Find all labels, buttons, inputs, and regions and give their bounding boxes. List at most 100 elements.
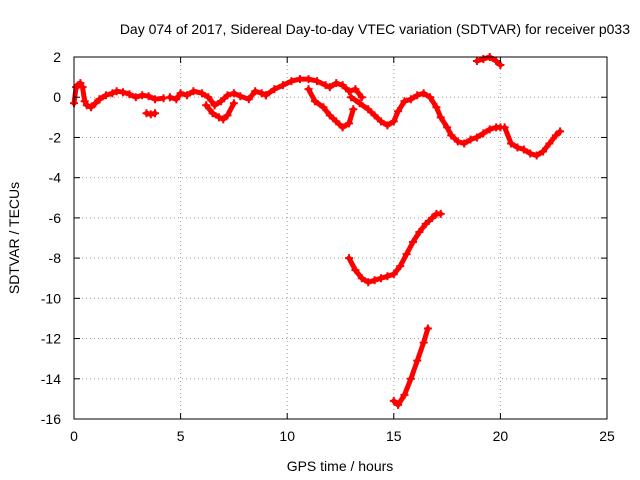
data-point [95, 95, 104, 104]
data-point [419, 89, 428, 98]
data-point [453, 137, 462, 146]
data-point [236, 92, 245, 101]
data-point [402, 250, 411, 259]
data-point [131, 93, 140, 102]
data-point [295, 75, 304, 84]
data-point [443, 123, 452, 132]
data-point [347, 93, 356, 102]
data-point [413, 356, 422, 365]
data-point [244, 95, 253, 104]
data-point [551, 131, 560, 140]
data-point [370, 276, 379, 285]
data-point [325, 111, 334, 120]
data-point [432, 103, 441, 112]
data-point [325, 83, 334, 92]
data-point [229, 99, 238, 108]
x-tick-label: 20 [493, 428, 509, 444]
data-point [406, 95, 415, 104]
data-point [357, 93, 366, 102]
data-point [108, 89, 117, 98]
data-point [421, 219, 430, 228]
data-point [532, 151, 541, 160]
data-point [351, 85, 360, 94]
data-point [197, 89, 206, 98]
data-point [492, 57, 501, 66]
data-point [400, 390, 409, 399]
data-point [396, 262, 405, 271]
data-point [370, 111, 379, 120]
data-point [204, 93, 213, 102]
y-tick-label: -6 [49, 210, 62, 226]
data-point [466, 135, 475, 144]
chart-title: Day 074 of 2017, Sidereal Day-to-day VTE… [120, 21, 630, 37]
data-point [217, 97, 226, 106]
data-point [125, 90, 134, 99]
ticks [73, 56, 608, 420]
data-point [210, 101, 219, 110]
data-point [202, 101, 211, 110]
data-point [87, 103, 96, 112]
data-point [389, 396, 398, 405]
data-point [82, 101, 91, 110]
data-point [112, 87, 121, 96]
plot-frame [73, 56, 608, 420]
data-point [519, 145, 528, 154]
data-point [460, 139, 469, 148]
data-point [144, 92, 153, 101]
data-point [310, 97, 319, 106]
y-tick-label: -14 [41, 371, 61, 387]
data-point [257, 89, 266, 98]
data-point [485, 125, 494, 134]
data-point [419, 338, 428, 347]
data-point [319, 103, 328, 112]
x-tick-label: 15 [386, 428, 402, 444]
data-point [80, 97, 89, 106]
y-tick-label: -12 [41, 331, 61, 347]
data-point [545, 139, 554, 148]
y-tick-label: 0 [53, 89, 61, 105]
data-point [172, 95, 181, 104]
data-point [304, 85, 313, 94]
y-tick-label: -8 [49, 250, 62, 266]
data-point [219, 115, 228, 124]
data-point [313, 77, 322, 86]
data-point [413, 91, 422, 100]
data-point [287, 77, 296, 86]
data-point [377, 274, 386, 283]
data-point [345, 87, 354, 96]
data-point [364, 278, 373, 287]
data-point [389, 117, 398, 126]
data-point [426, 93, 435, 102]
data-point [400, 97, 409, 106]
data-point [377, 117, 386, 126]
data-point [394, 107, 403, 116]
data-point [321, 81, 330, 90]
data-point [383, 121, 392, 130]
data-point [415, 227, 424, 236]
data-point [364, 105, 373, 114]
tick-labels: 0 5 10 15 20 25 -16 -14 -12 -10 -8 -6 -4 -2 0 2 [41, 49, 615, 444]
data-point [389, 270, 398, 279]
data-point [151, 95, 160, 104]
data-point [76, 79, 85, 88]
data-point [332, 117, 341, 126]
data-point [78, 83, 87, 92]
data-point [472, 57, 481, 66]
data-point [251, 87, 260, 96]
data-point [119, 88, 128, 97]
data-point [151, 109, 160, 118]
data-point [182, 91, 191, 100]
data-point [146, 110, 155, 119]
data-point [176, 89, 185, 98]
data-point [447, 131, 456, 140]
data-point [526, 149, 535, 158]
data-point [436, 209, 445, 218]
data-point [349, 105, 358, 114]
data-point [223, 111, 232, 120]
y-tick-label: -2 [49, 129, 62, 145]
series-lower-curve [346, 211, 444, 285]
data-point [357, 274, 366, 283]
data-point [513, 143, 522, 152]
data-point [345, 119, 354, 128]
